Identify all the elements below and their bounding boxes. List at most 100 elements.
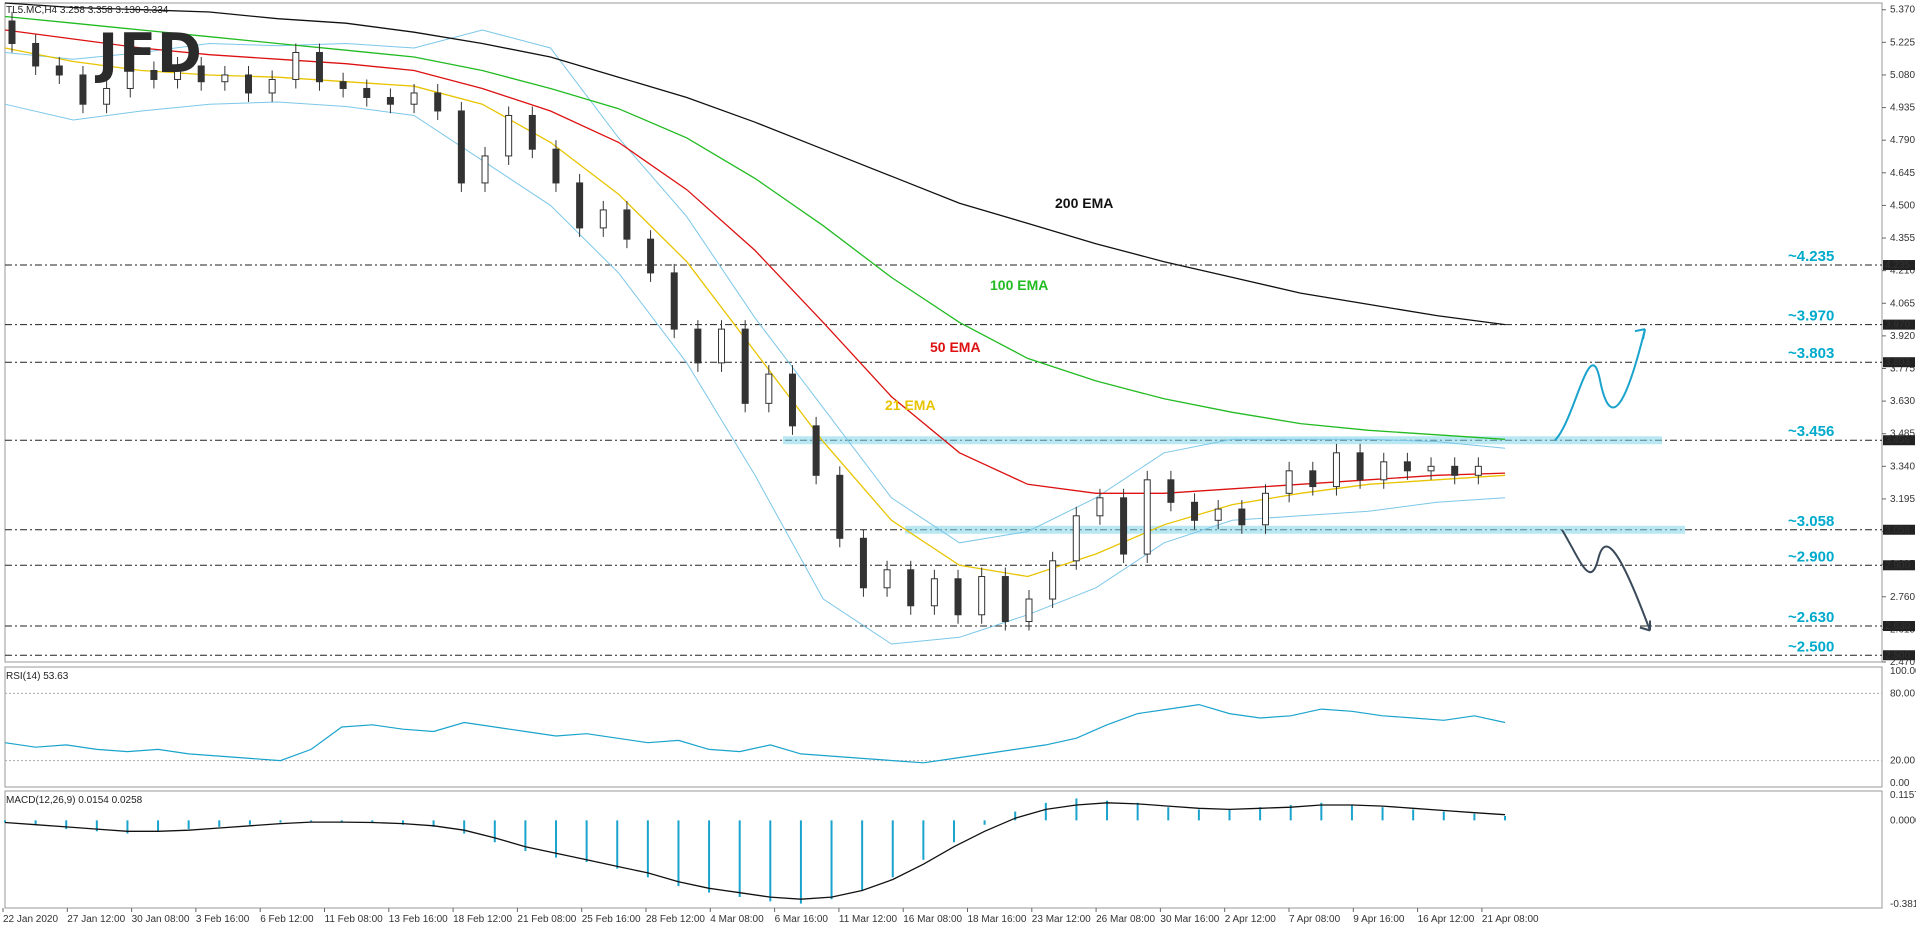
candle-bull: [1427, 465, 1435, 472]
rsi-tick-label: 100.00: [1890, 666, 1916, 677]
ema-label: 200 EMA: [1055, 195, 1113, 211]
rsi-tick-label: 20.00: [1890, 756, 1915, 767]
ema-200-line: [4, 2, 1506, 326]
x-tick-label: 18 Feb 12:00: [453, 914, 512, 925]
candle-bull: [1285, 470, 1293, 494]
candle-bear: [954, 578, 962, 616]
bullish-scenario-arrow: [1554, 328, 1646, 441]
candle-bull: [978, 576, 986, 616]
x-tick-label: 23 Mar 12:00: [1032, 914, 1091, 925]
macd-panel-frame: [4, 790, 1883, 909]
ema-label: 50 EMA: [930, 339, 981, 355]
price-tick-label: 3.340: [1890, 461, 1915, 472]
candle-bear: [623, 209, 631, 240]
price-tick-label: 4.935: [1890, 103, 1915, 114]
candle-bull: [1214, 508, 1222, 521]
candle-bull: [410, 92, 418, 105]
level-label: ~3.970: [1788, 308, 1834, 325]
x-tick-label: 30 Jan 08:00: [132, 914, 190, 925]
x-tick-label: 9 Apr 16:00: [1353, 914, 1405, 925]
x-tick-label: 30 Mar 16:00: [1160, 914, 1219, 925]
macd-tick-label: 0.0000: [1890, 815, 1916, 826]
candle-bear: [907, 569, 915, 607]
price-tick-label: 4.355: [1890, 233, 1915, 244]
candle-bear: [528, 114, 536, 150]
x-tick-label: 22 Jan 2020: [3, 914, 58, 925]
candle-bull: [174, 65, 182, 80]
x-tick-label: 7 Apr 08:00: [1289, 914, 1341, 925]
price-tick-label: 3.630: [1890, 396, 1915, 407]
level-tag-label: 4.235: [1885, 260, 1910, 271]
candle-bear: [386, 96, 394, 105]
candle-bear: [8, 20, 16, 44]
candle-bear: [197, 65, 205, 83]
candle-bear: [1001, 576, 1009, 623]
candle-bear: [79, 74, 87, 105]
candle-bear: [670, 272, 678, 330]
level-tag-label: 3.456: [1885, 435, 1910, 446]
candle-bear: [552, 148, 560, 184]
level-tag: [1883, 260, 1915, 271]
price-tick-label: 3.485: [1890, 429, 1915, 440]
x-tick-label: 21 Apr 08:00: [1482, 914, 1539, 925]
candle-bear: [339, 81, 347, 89]
level-tag-label: 3.058: [1885, 525, 1910, 536]
candle-bull: [126, 69, 134, 89]
x-tick-label: 4 Mar 08:00: [710, 914, 764, 925]
candle-bear: [150, 69, 158, 80]
candle-bull: [1072, 515, 1080, 562]
candle-bull: [1474, 465, 1482, 476]
candle-bull: [292, 51, 300, 80]
x-tick-label: 6 Feb 12:00: [260, 914, 314, 925]
level-tag: [1883, 650, 1915, 661]
x-tick-label: 11 Mar 12:00: [839, 914, 898, 925]
rsi-line: [4, 703, 1506, 764]
rsi-tick-label: 80.00: [1890, 688, 1915, 699]
ema-label: 100 EMA: [990, 277, 1048, 293]
level-tag: [1883, 560, 1915, 571]
macd-signal-line: [4, 802, 1506, 900]
candle-bull: [221, 74, 229, 83]
level-tag: [1883, 435, 1915, 446]
candle-bear: [1238, 508, 1246, 526]
candle-bull: [103, 87, 111, 105]
price-tick-label: 3.920: [1890, 331, 1915, 342]
x-tick-label: 16 Mar 08:00: [903, 914, 962, 925]
level-tag: [1883, 357, 1915, 368]
bullish-arrow-head: [1634, 328, 1646, 340]
candle-bull: [599, 209, 607, 229]
level-tag-label: 3.803: [1885, 357, 1910, 368]
price-tick-label: 4.500: [1890, 200, 1915, 211]
bollinger-upper: [4, 29, 1506, 544]
candle-bear: [859, 537, 867, 589]
jfd-logo: JFD: [94, 22, 203, 85]
x-tick-label: 18 Mar 16:00: [968, 914, 1027, 925]
price-tick-label: 4.065: [1890, 298, 1915, 309]
bollinger-lower: [4, 101, 1506, 645]
price-tick-label: 3.195: [1890, 494, 1915, 505]
candle-bull: [765, 373, 773, 404]
candle-bull: [1096, 497, 1104, 517]
x-tick-label: 13 Feb 16:00: [389, 914, 448, 925]
candle-bull: [1049, 560, 1057, 600]
x-tick-label: 6 Mar 16:00: [775, 914, 829, 925]
price-tick-label: 4.790: [1890, 135, 1915, 146]
candle-bear: [363, 87, 371, 98]
x-tick-label: 27 Jan 12:00: [67, 914, 125, 925]
candle-bear: [694, 328, 702, 364]
x-tick-label: 26 Mar 08:00: [1096, 914, 1155, 925]
candle-bear: [32, 42, 40, 67]
candle-bull: [1143, 479, 1151, 555]
level-tag: [1883, 524, 1915, 535]
ema-100-line: [4, 15, 1506, 440]
macd-label: MACD(12,26,9) 0.0154 0.0258: [6, 795, 143, 806]
price-tick-label: 2.470: [1890, 657, 1915, 668]
candle-bear: [1403, 461, 1411, 472]
candle-bear: [741, 328, 749, 404]
bearish-scenario-arrow: [1561, 529, 1651, 631]
support-resistance-zone: [783, 436, 1662, 445]
ema-50-line: [4, 29, 1506, 494]
candle-bear: [1167, 479, 1175, 503]
x-tick-label: 25 Feb 16:00: [582, 914, 641, 925]
